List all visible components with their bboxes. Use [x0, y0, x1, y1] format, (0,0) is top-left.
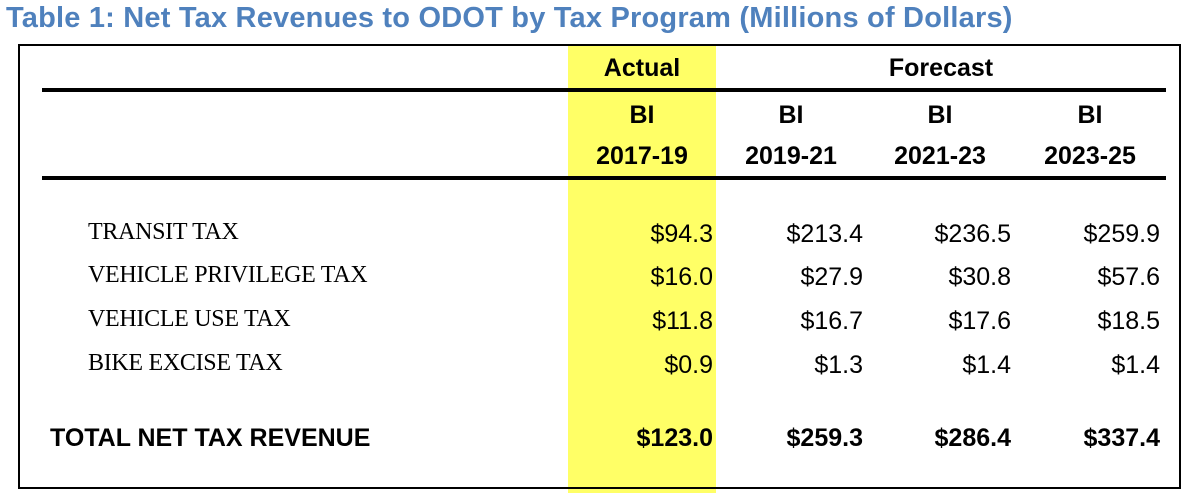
table-title: Table 1: Net Tax Revenues to ODOT by Tax…: [6, 2, 1013, 34]
row-value: $27.9: [800, 263, 863, 291]
row-label: VEHICLE PRIVILEGE TAX: [88, 262, 368, 288]
col-header-2021-23-line1: BI: [927, 101, 953, 129]
row-value: $1.4: [1111, 351, 1160, 379]
row-value: $30.8: [948, 263, 1011, 291]
row-value: $213.4: [786, 220, 863, 248]
row-value: $259.9: [1083, 220, 1160, 248]
total-label: TOTAL NET TAX REVENUE: [50, 424, 371, 452]
row-value: $236.5: [934, 220, 1011, 248]
total-value: $259.3: [786, 424, 863, 452]
total-value: $123.0: [636, 424, 713, 452]
col-header-2023-25-line1: BI: [1077, 101, 1103, 129]
row-value: $1.4: [962, 351, 1011, 379]
row-value: $16.7: [800, 307, 863, 335]
row-value: $0.9: [664, 351, 713, 379]
row-value: $57.6: [1097, 263, 1160, 291]
row-value: $16.0: [650, 263, 713, 291]
col-header-2019-21-line1: BI: [778, 101, 804, 129]
col-header-2023-25-line2: 2023-25: [1044, 142, 1136, 170]
row-value: $11.8: [652, 307, 713, 335]
row-value: $1.3: [814, 351, 863, 379]
row-label: BIKE EXCISE TAX: [88, 350, 283, 376]
header-rule-top: [42, 88, 1166, 92]
col-header-2017-19-line1: BI: [629, 101, 655, 129]
row-value: $18.5: [1097, 307, 1160, 335]
actual-column-highlight: [568, 44, 716, 493]
row-value: $94.3: [650, 220, 713, 248]
col-header-2021-23-line2: 2021-23: [894, 142, 986, 170]
col-header-2017-19-line2: 2017-19: [596, 142, 688, 170]
row-value: $17.6: [948, 307, 1011, 335]
header-forecast: Forecast: [888, 54, 994, 82]
col-header-2019-21-line2: 2019-21: [745, 142, 837, 170]
header-rule-bottom: [42, 176, 1166, 180]
header-actual: Actual: [603, 54, 681, 82]
row-label: VEHICLE USE TAX: [88, 306, 291, 332]
row-label: TRANSIT TAX: [88, 219, 239, 245]
total-value: $286.4: [934, 424, 1011, 452]
table-frame: [18, 44, 1181, 489]
total-value: $337.4: [1083, 424, 1160, 452]
